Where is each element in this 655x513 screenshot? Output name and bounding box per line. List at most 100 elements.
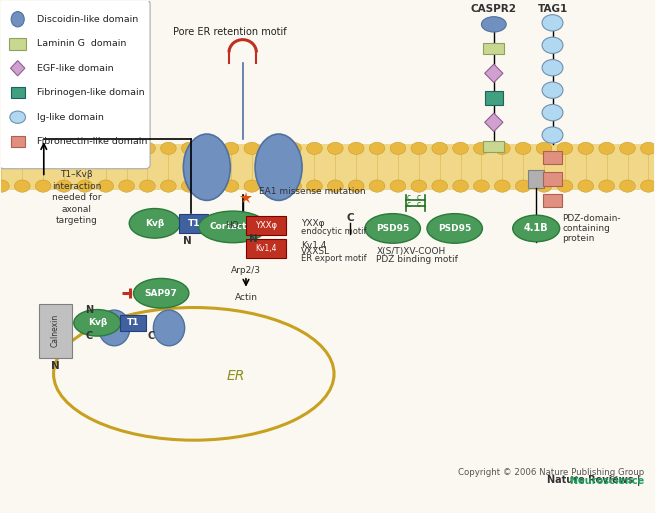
- Circle shape: [286, 142, 301, 154]
- Text: Ig-like domain: Ig-like domain: [37, 113, 104, 122]
- Ellipse shape: [365, 213, 421, 243]
- Text: Nature Reviews |: Nature Reviews |: [547, 475, 644, 486]
- Text: ER: ER: [227, 369, 246, 383]
- Circle shape: [369, 180, 385, 192]
- Circle shape: [474, 142, 489, 154]
- Text: Pore ER retention motif: Pore ER retention motif: [173, 27, 286, 37]
- Text: Fibrinogen-like domain: Fibrinogen-like domain: [37, 88, 145, 97]
- Circle shape: [620, 142, 635, 154]
- Text: Arp2/3: Arp2/3: [231, 266, 261, 275]
- Circle shape: [432, 180, 447, 192]
- Text: HO-: HO-: [225, 222, 243, 230]
- Circle shape: [411, 142, 426, 154]
- Circle shape: [542, 127, 563, 143]
- Ellipse shape: [98, 310, 130, 346]
- Ellipse shape: [255, 134, 302, 201]
- Circle shape: [181, 180, 197, 192]
- Ellipse shape: [134, 279, 189, 308]
- Circle shape: [35, 180, 51, 192]
- Text: VXXSL: VXXSL: [301, 247, 331, 256]
- Circle shape: [0, 180, 9, 192]
- FancyBboxPatch shape: [246, 216, 286, 234]
- Circle shape: [328, 180, 343, 192]
- Ellipse shape: [427, 213, 482, 243]
- Circle shape: [369, 142, 385, 154]
- FancyBboxPatch shape: [0, 0, 150, 169]
- Text: PSD95: PSD95: [376, 224, 409, 233]
- FancyBboxPatch shape: [39, 304, 72, 358]
- Circle shape: [495, 142, 510, 154]
- Text: ER export motif: ER export motif: [301, 253, 367, 263]
- Text: EGF-like domain: EGF-like domain: [37, 64, 114, 73]
- Circle shape: [557, 180, 572, 192]
- Text: TAG1: TAG1: [537, 4, 568, 14]
- Ellipse shape: [198, 211, 267, 243]
- Circle shape: [536, 142, 552, 154]
- Text: c: c: [407, 200, 411, 209]
- Bar: [1, 144, 654, 190]
- Text: Discoidin-like domain: Discoidin-like domain: [37, 15, 138, 24]
- Text: N: N: [183, 236, 192, 246]
- FancyBboxPatch shape: [544, 172, 561, 186]
- Circle shape: [542, 37, 563, 53]
- Circle shape: [599, 142, 614, 154]
- FancyBboxPatch shape: [179, 214, 208, 232]
- FancyBboxPatch shape: [246, 239, 286, 258]
- FancyBboxPatch shape: [483, 43, 504, 54]
- Circle shape: [307, 142, 322, 154]
- Circle shape: [56, 180, 72, 192]
- Circle shape: [578, 142, 593, 154]
- Circle shape: [515, 142, 531, 154]
- Circle shape: [10, 111, 26, 123]
- Text: c: c: [417, 200, 421, 209]
- Circle shape: [77, 142, 93, 154]
- Circle shape: [641, 180, 655, 192]
- Text: YXXφ: YXXφ: [301, 219, 325, 228]
- Circle shape: [307, 180, 322, 192]
- Text: C: C: [86, 330, 93, 341]
- Text: Laminin G  domain: Laminin G domain: [37, 39, 126, 48]
- Circle shape: [453, 180, 468, 192]
- Polygon shape: [485, 64, 503, 83]
- Text: N: N: [250, 233, 258, 244]
- FancyBboxPatch shape: [544, 151, 561, 164]
- Circle shape: [542, 60, 563, 76]
- Text: N: N: [85, 305, 94, 315]
- Text: Kvβ: Kvβ: [88, 319, 107, 327]
- Circle shape: [286, 180, 301, 192]
- Circle shape: [56, 142, 72, 154]
- Circle shape: [265, 142, 280, 154]
- Text: Kvβ: Kvβ: [145, 219, 164, 228]
- Text: c: c: [417, 193, 421, 203]
- Circle shape: [348, 142, 364, 154]
- Circle shape: [98, 180, 113, 192]
- Circle shape: [223, 142, 239, 154]
- Circle shape: [542, 82, 563, 98]
- Text: T1: T1: [127, 319, 140, 327]
- Ellipse shape: [129, 209, 180, 238]
- Text: C: C: [346, 213, 354, 223]
- Text: PSD95: PSD95: [438, 224, 472, 233]
- Circle shape: [14, 142, 30, 154]
- FancyBboxPatch shape: [483, 141, 504, 152]
- FancyBboxPatch shape: [485, 91, 503, 105]
- Circle shape: [557, 142, 572, 154]
- Circle shape: [223, 180, 239, 192]
- Text: PDZ binding motif: PDZ binding motif: [377, 254, 458, 264]
- Text: 4.1B: 4.1B: [524, 224, 548, 233]
- Circle shape: [542, 105, 563, 121]
- Circle shape: [98, 142, 113, 154]
- Circle shape: [542, 15, 563, 31]
- Polygon shape: [10, 61, 25, 76]
- FancyBboxPatch shape: [120, 314, 146, 331]
- Circle shape: [14, 180, 30, 192]
- Circle shape: [599, 180, 614, 192]
- Text: YXXφ: YXXφ: [255, 221, 277, 230]
- FancyBboxPatch shape: [529, 170, 544, 188]
- Circle shape: [202, 142, 218, 154]
- Circle shape: [495, 180, 510, 192]
- Circle shape: [160, 142, 176, 154]
- Circle shape: [77, 180, 93, 192]
- Text: Fibronectin-like domain: Fibronectin-like domain: [37, 137, 147, 146]
- Circle shape: [390, 142, 405, 154]
